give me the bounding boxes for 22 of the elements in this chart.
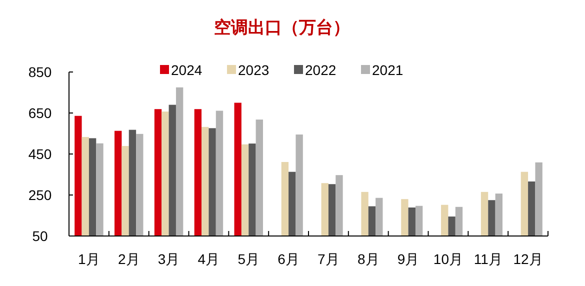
y-tick-label: 850: [28, 64, 52, 80]
x-tick-label: 8月: [357, 251, 380, 267]
y-tick-label: 50: [32, 228, 48, 244]
x-tick-label: 6月: [278, 251, 300, 267]
chart-title: 空调出口（万台）: [214, 18, 350, 37]
x-tick-label: 5月: [238, 251, 260, 267]
x-tick-label: 1月: [78, 251, 100, 267]
y-tick-label: 650: [28, 105, 52, 121]
x-tick-label: 4月: [198, 251, 220, 267]
legend-label: 2024: [171, 62, 202, 78]
legend-label: 2021: [372, 62, 404, 78]
x-tick-label: 10月: [433, 251, 463, 267]
legend-label: 2022: [305, 62, 336, 78]
x-tick-label: 3月: [158, 251, 180, 267]
y-tick-label: 450: [28, 146, 52, 162]
x-tick-label: 11月: [474, 251, 502, 267]
x-tick-label: 7月: [318, 251, 340, 267]
legend-label: 2023: [238, 62, 270, 78]
x-tick-label: 12月: [513, 251, 543, 267]
x-tick-label: 9月: [397, 251, 420, 267]
x-tick-label: 2月: [118, 251, 140, 267]
y-tick-label: 250: [28, 187, 52, 203]
